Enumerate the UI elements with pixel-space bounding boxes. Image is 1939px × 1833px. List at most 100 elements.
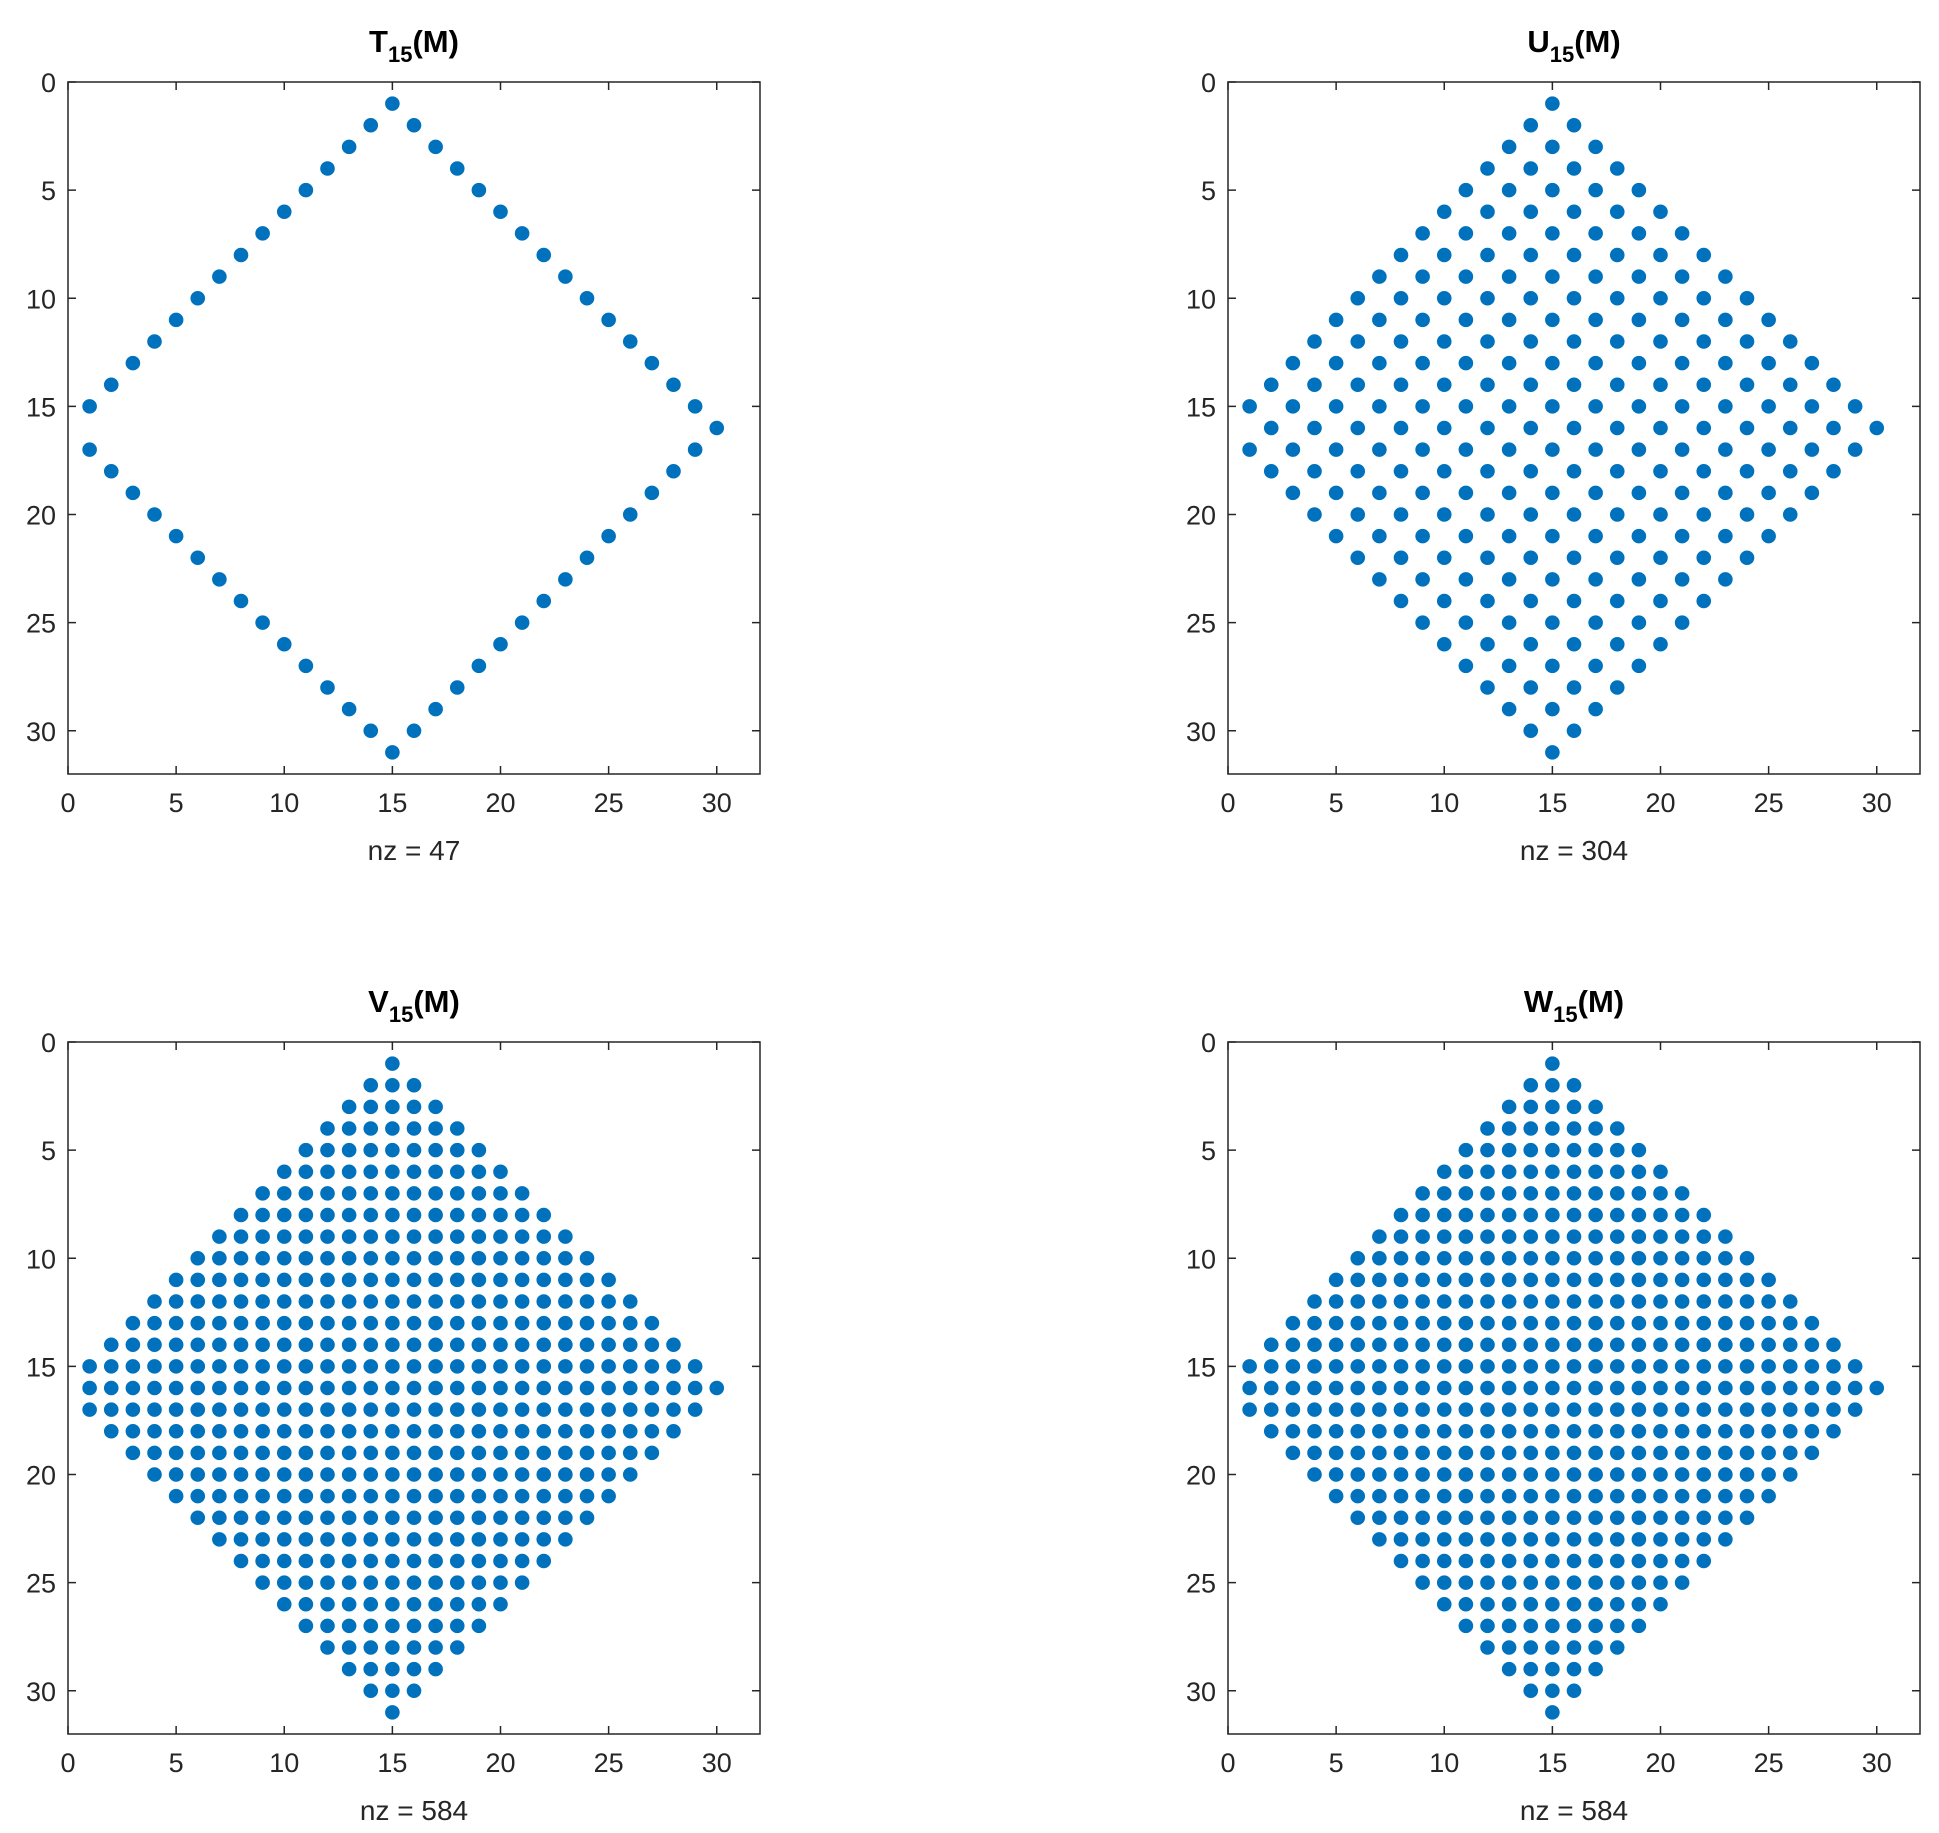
nonzero-marker xyxy=(1653,1510,1668,1526)
nonzero-marker xyxy=(1393,1553,1409,1569)
nonzero-marker xyxy=(493,1532,508,1547)
nonzero-marker xyxy=(1415,1337,1430,1353)
nonzero-marker xyxy=(406,723,422,739)
nonzero-marker xyxy=(514,1575,530,1590)
nonzero-marker xyxy=(471,1488,487,1504)
nonzero-marker xyxy=(536,1402,552,1417)
nonzero-marker xyxy=(385,1142,400,1158)
nonzero-marker xyxy=(1696,550,1712,566)
nonzero-marker xyxy=(341,1510,357,1526)
nonzero-marker xyxy=(1739,1402,1755,1417)
nonzero-marker xyxy=(125,1315,141,1331)
nonzero-marker xyxy=(1501,355,1517,371)
nonzero-marker xyxy=(1393,1402,1409,1417)
nonzero-marker xyxy=(385,1423,400,1439)
nonzero-marker xyxy=(1631,1402,1647,1417)
nonzero-marker xyxy=(1436,1229,1452,1244)
nonzero-marker xyxy=(1501,658,1517,674)
nonzero-marker xyxy=(1328,1272,1344,1288)
x-tick-label: 20 xyxy=(1645,1748,1675,1778)
nonzero-marker xyxy=(1869,1380,1885,1396)
nonzero-marker xyxy=(406,1359,422,1374)
nonzero-marker xyxy=(1328,355,1344,371)
nonzero-marker xyxy=(428,1337,443,1353)
nonzero-marker xyxy=(1263,1423,1279,1439)
nonzero-marker xyxy=(1501,1207,1517,1223)
nonzero-marker xyxy=(341,1272,357,1288)
nonzero-marker xyxy=(212,1250,227,1266)
nonzero-marker xyxy=(1804,1423,1820,1439)
x-tick-label: 25 xyxy=(1754,788,1784,818)
nonzero-marker xyxy=(1653,334,1668,349)
title-main: V xyxy=(368,984,389,1019)
nonzero-marker xyxy=(1350,1294,1366,1309)
nonzero-marker xyxy=(1653,593,1668,609)
nonzero-marker xyxy=(514,1229,530,1244)
nonzero-marker xyxy=(1523,1618,1539,1634)
nonzero-marker xyxy=(276,1380,292,1396)
nonzero-marker xyxy=(1782,1445,1798,1461)
nonzero-marker xyxy=(1393,463,1409,479)
nonzero-marker xyxy=(1631,1445,1647,1461)
nonzero-marker xyxy=(514,1510,530,1526)
y-tick-label: 10 xyxy=(26,284,56,314)
nonzero-marker xyxy=(406,1099,422,1115)
nonzero-marker xyxy=(212,572,227,587)
nonzero-marker xyxy=(298,1186,314,1201)
nonzero-marker xyxy=(1480,1596,1495,1612)
nonzero-marker xyxy=(558,1337,573,1353)
nonzero-marker xyxy=(1631,442,1647,457)
nonzero-marker xyxy=(385,1640,400,1655)
nonzero-marker xyxy=(1696,1467,1712,1482)
nonzero-marker xyxy=(601,1467,616,1482)
nonzero-marker xyxy=(1653,420,1668,436)
nonzero-marker xyxy=(1372,528,1387,544)
nonzero-marker xyxy=(255,1445,270,1461)
nonzero-marker xyxy=(1436,1402,1452,1417)
nonzero-marker xyxy=(1545,1423,1560,1439)
nonzero-marker xyxy=(363,1359,379,1374)
nonzero-marker xyxy=(1566,1423,1582,1439)
nonzero-marker xyxy=(1242,1402,1257,1417)
nonzero-marker xyxy=(1545,1705,1560,1720)
nonzero-marker xyxy=(1458,1164,1474,1180)
nonzero-marker xyxy=(406,117,422,133)
nonzero-marker xyxy=(233,1315,249,1331)
nonzero-marker xyxy=(1501,1640,1517,1655)
nonzero-marker xyxy=(1566,1683,1582,1699)
title-suffix: (M) xyxy=(1578,984,1624,1019)
nonzero-marker xyxy=(1609,1250,1625,1266)
nonzero-marker xyxy=(1480,1445,1495,1461)
nonzero-marker xyxy=(449,1467,465,1482)
nonzero-marker xyxy=(449,1121,465,1136)
nonzero-marker xyxy=(1566,1207,1582,1223)
nonzero-marker xyxy=(1285,485,1301,501)
nonzero-marker xyxy=(406,1121,422,1136)
nonzero-marker xyxy=(190,1488,206,1504)
nonzero-marker xyxy=(1545,1618,1560,1634)
nonzero-marker xyxy=(1804,1380,1820,1396)
nonzero-marker xyxy=(1436,1164,1452,1180)
nonzero-marker xyxy=(601,1359,616,1374)
nonzero-marker xyxy=(1458,226,1474,241)
nonzero-marker xyxy=(1674,1272,1690,1288)
nonzero-marker xyxy=(1393,1315,1409,1331)
nonzero-marker xyxy=(1415,485,1430,501)
nonzero-marker xyxy=(1328,1315,1344,1331)
nonzero-marker xyxy=(1588,1186,1603,1201)
nonzero-marker xyxy=(363,1077,379,1093)
nonzero-marker xyxy=(1242,1359,1257,1374)
nonzero-marker xyxy=(1674,528,1690,544)
nonzero-marker xyxy=(1415,1380,1430,1396)
nonzero-marker xyxy=(385,745,400,760)
nonzero-marker xyxy=(1458,1532,1474,1547)
nonzero-marker xyxy=(558,1294,573,1309)
nonzero-marker xyxy=(428,1445,443,1461)
nonzero-marker xyxy=(1263,1359,1279,1374)
nonzero-marker xyxy=(1458,399,1474,414)
nonzero-marker xyxy=(1609,463,1625,479)
nonzero-marker xyxy=(471,1618,487,1634)
nonzero-marker xyxy=(558,269,573,284)
nonzero-marker xyxy=(1436,290,1452,306)
nonzero-marker xyxy=(1328,442,1344,457)
